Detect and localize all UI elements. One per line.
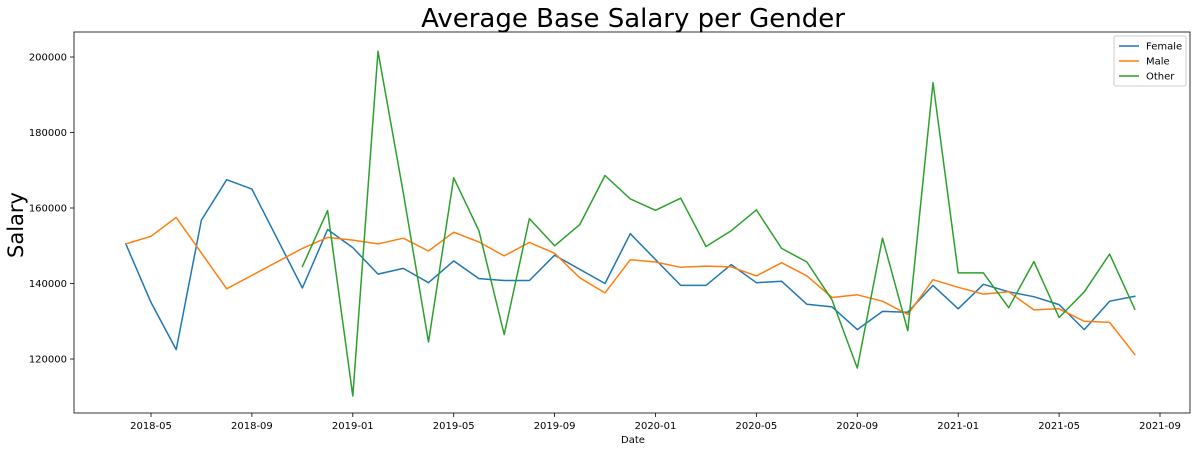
series-line-other: [301, 50, 1136, 397]
y-tick-label: 120000: [29, 355, 67, 366]
x-tick-label: 2021-09: [1139, 421, 1181, 432]
y-tick-label: 140000: [29, 279, 67, 290]
legend-label-male: Male: [1146, 57, 1170, 68]
y-tick-label: 160000: [29, 204, 67, 215]
legend-label-other: Other: [1146, 72, 1175, 83]
x-tick-label: 2019-09: [534, 421, 576, 432]
plot-area-frame: [73, 31, 1191, 414]
y-tick-label: 180000: [29, 128, 67, 139]
x-tick-label: 2020-01: [635, 421, 677, 432]
x-axis: 2018-05 2018-09 2019-01 2019-05 2019-09 2020-…: [130, 413, 1181, 432]
legend-label-female: Female: [1146, 42, 1182, 53]
legend: Female Male Other: [1113, 35, 1187, 87]
x-tick-label: 2021-05: [1038, 421, 1080, 432]
x-axis-title: Date: [621, 435, 645, 446]
x-tick-label: 2020-09: [836, 421, 878, 432]
legend-box: [1113, 35, 1187, 87]
x-tick-label: 2021-01: [937, 421, 979, 432]
series-line-female: [124, 178, 1136, 351]
x-tick-label: 2018-09: [231, 421, 273, 432]
y-axis: 120000 140000 160000 180000 200000: [29, 53, 74, 366]
series-line-male: [124, 216, 1136, 356]
y-tick-label: 200000: [29, 53, 67, 64]
x-tick-label: 2019-05: [433, 421, 475, 432]
series-layer: [124, 50, 1136, 397]
x-tick-label: 2019-01: [332, 421, 374, 432]
x-tick-label: 2020-05: [736, 421, 778, 432]
y-axis-title: Salary: [4, 192, 28, 258]
x-tick-label: 2018-05: [130, 421, 172, 432]
chart-title: Average Base Salary per Gender: [421, 4, 845, 34]
